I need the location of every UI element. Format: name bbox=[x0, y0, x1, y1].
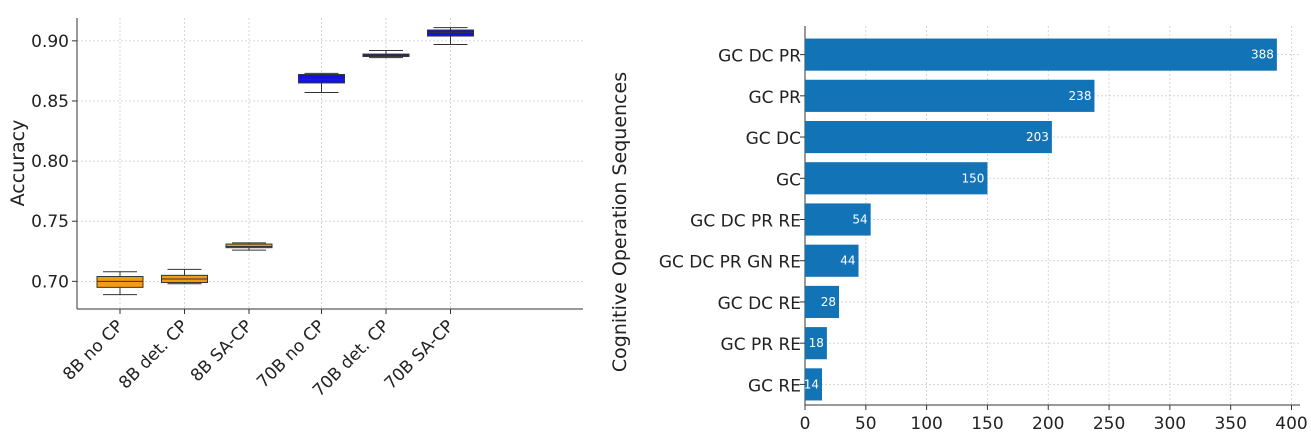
boxplot-x-tick-label: 8B det. CP bbox=[115, 316, 192, 393]
barh-chart: GC DC PR 388 GC PR 238 GC DC 203 GC 150 GC DC PR… bbox=[609, 26, 1308, 434]
boxplot-grid bbox=[77, 18, 583, 309]
barh-y-axis-label: Cognitive Operation Sequences bbox=[609, 72, 631, 372]
barh-x-tick-label: 50 bbox=[855, 414, 877, 434]
barh-bar bbox=[805, 79, 1095, 112]
barh-y-tick-label: GC DC PR bbox=[718, 47, 801, 67]
barh-x-tick-label: 150 bbox=[971, 414, 1003, 434]
barh-bar bbox=[805, 327, 827, 360]
barh-y-tick-label: GC PR bbox=[748, 88, 801, 108]
barh-y-tick-label: GC DC bbox=[746, 129, 801, 149]
barh-x-tick-label: 100 bbox=[910, 414, 942, 434]
boxplot-box-body bbox=[96, 276, 144, 288]
boxplot-y-ticks: 0.70 0.75 0.80 0.85 0.90 bbox=[31, 32, 77, 292]
boxplot-x-tick-label: 8B SA-CP bbox=[187, 316, 257, 386]
barh-y-tick-label: GC PR RE bbox=[721, 335, 801, 355]
barh-bar bbox=[805, 162, 988, 195]
barh-value-label: 388 bbox=[1251, 48, 1274, 62]
barh-value-label: 14 bbox=[804, 377, 819, 391]
boxplot-y-tick-label: 0.80 bbox=[31, 152, 69, 172]
barh-bar bbox=[805, 120, 1052, 154]
barh-bar bbox=[805, 38, 1277, 71]
barh-value-label: 28 bbox=[821, 295, 836, 309]
boxplot-box-body bbox=[225, 243, 273, 249]
barh-x-ticks: 0 50 100 150 200 250 300 350 400 bbox=[800, 405, 1308, 434]
barh-value-label: 18 bbox=[809, 336, 824, 350]
boxplot-boxes bbox=[96, 27, 474, 296]
barh-x-tick-label: 400 bbox=[1275, 414, 1307, 434]
barh-y-tick-label: GC RE bbox=[748, 376, 801, 396]
barh-x-tick-label: 350 bbox=[1214, 414, 1246, 434]
barh-y-tick-label: GC DC PR RE bbox=[690, 212, 801, 232]
barh-bar bbox=[805, 244, 859, 277]
barh-bar bbox=[805, 368, 823, 401]
barh-value-label: 54 bbox=[852, 213, 867, 227]
barh-value-label: 203 bbox=[1026, 130, 1049, 144]
boxplot-x-tick-label: 8B no CP bbox=[59, 316, 127, 384]
barh-bar bbox=[805, 203, 871, 236]
boxplot-box bbox=[96, 271, 144, 296]
boxplot-y-tick-label: 0.75 bbox=[31, 212, 69, 232]
boxplot-y-axis-label: Accuracy bbox=[7, 120, 29, 207]
barh-value-label: 238 bbox=[1069, 89, 1092, 103]
boxplot-box bbox=[225, 242, 273, 251]
barh-value-label: 44 bbox=[840, 254, 855, 268]
boxplot-y-tick-label: 0.70 bbox=[31, 272, 69, 292]
boxplot-box bbox=[427, 27, 474, 45]
boxplot-box bbox=[161, 268, 208, 285]
barh-x-tick-label: 250 bbox=[1093, 414, 1125, 434]
barh-x-tick-label: 300 bbox=[1154, 414, 1186, 434]
barh-y-tick-label: GC DC RE bbox=[718, 294, 801, 314]
barh-y-tick-label: GC DC PR GN RE bbox=[659, 253, 801, 273]
boxplot-box-body bbox=[427, 29, 474, 37]
boxplot-y-tick-label: 0.85 bbox=[31, 92, 69, 112]
barh-x-tick-label: 0 bbox=[800, 414, 811, 434]
boxplot-box bbox=[362, 49, 410, 59]
barh-bars: GC DC PR 388 GC PR 238 GC DC 203 GC 150 GC DC PR… bbox=[659, 38, 1277, 401]
barh-x-tick-label: 200 bbox=[1032, 414, 1064, 434]
boxplot-box-body bbox=[298, 74, 345, 84]
boxplot-box bbox=[298, 72, 345, 94]
boxplot-y-tick-label: 0.90 bbox=[31, 32, 69, 52]
barh-bar bbox=[805, 285, 840, 319]
barh-y-tick-label: GC bbox=[776, 170, 801, 190]
barh-value-label: 150 bbox=[962, 171, 985, 185]
boxplot-x-tick-label: 70B SA-CP bbox=[381, 316, 458, 393]
